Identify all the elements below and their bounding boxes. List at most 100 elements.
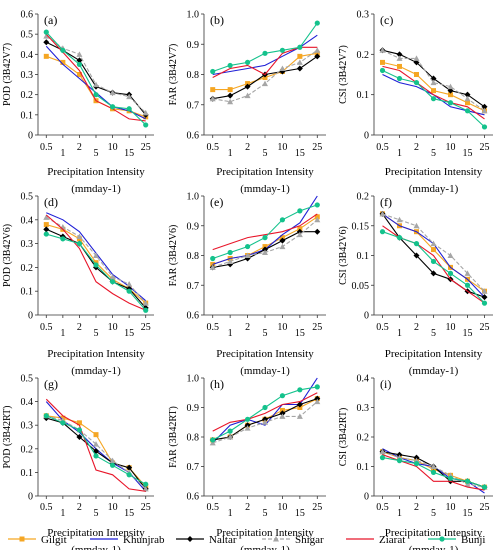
x-tick-label: 25 (312, 322, 322, 333)
x-tick-label: 10 (446, 502, 456, 513)
x-tick-label: 1 (60, 508, 65, 519)
y-tick-label: 0.7 (187, 281, 200, 292)
data-point (143, 122, 149, 128)
data-point (413, 252, 420, 259)
series-khunjrab (212, 377, 318, 444)
x-tick-label: 5 (431, 328, 436, 339)
data-point (464, 108, 471, 114)
legend-marker (273, 536, 279, 542)
series-ziarat (45, 214, 146, 311)
data-point (464, 95, 471, 102)
data-point (244, 252, 251, 258)
x-axis-label: Precipitation Intensity (216, 527, 314, 539)
data-point (109, 279, 116, 285)
series-bunji (379, 67, 488, 130)
panel-label: (f) (380, 195, 392, 209)
data-point (314, 228, 321, 235)
data-point (245, 81, 251, 87)
legend-entry-shigar: Shigar (262, 534, 324, 546)
data-point (76, 61, 83, 68)
series-shigar (209, 216, 321, 270)
data-point (447, 87, 454, 94)
y-tick-label: 0.6 (21, 10, 34, 21)
data-point (262, 80, 268, 87)
data-point (279, 413, 286, 419)
legend-entry-bunji: Bunji (428, 534, 485, 546)
series-bunji (43, 29, 149, 128)
y-tick-label: 0.3 (357, 403, 370, 414)
x-tick-label: 2 (77, 142, 82, 153)
x-tick-label: 15 (124, 328, 134, 339)
data-point (379, 47, 386, 53)
y-tick-label: 0 (364, 131, 369, 142)
y-tick-label: 0.5 (21, 192, 34, 203)
series-line (46, 41, 147, 116)
data-point (142, 485, 149, 492)
x-axis-unit: (mmday-1) (409, 183, 459, 195)
panel-a: 00.10.20.30.40.50.60.5125101525Precipita… (2, 10, 154, 195)
series-bunji (210, 20, 320, 75)
x-axis-unit: (mmday-1) (409, 544, 459, 550)
data-point (76, 434, 83, 440)
x-tick-label: 5 (263, 148, 268, 159)
data-point (43, 214, 50, 220)
panel-label: (i) (380, 377, 391, 391)
x-axis-label: Precipitation Intensity (216, 166, 314, 178)
x-tick-label: 0.5 (40, 502, 53, 513)
x-tick-label: 15 (295, 508, 305, 519)
data-point (296, 65, 303, 72)
data-point (227, 87, 233, 93)
data-point (413, 460, 420, 467)
y-tick-label: 0.2 (21, 90, 34, 101)
legend-marker (439, 536, 445, 542)
x-tick-label: 5 (431, 148, 436, 159)
y-tick-label: 0.1 (357, 90, 370, 101)
data-point (481, 288, 488, 294)
data-point (143, 481, 149, 487)
panel-label: (e) (210, 195, 223, 209)
y-tick-label: 0.3 (21, 421, 34, 432)
data-point (430, 469, 437, 475)
x-tick-label: 1 (60, 328, 65, 339)
panel-label: (c) (380, 13, 393, 27)
x-tick-label: 10 (446, 142, 456, 153)
data-point (447, 270, 454, 276)
data-point (279, 237, 286, 244)
y-tick-label: 0.5 (21, 374, 34, 385)
x-tick-label: 10 (108, 322, 118, 333)
data-point (262, 419, 268, 425)
x-tick-label: 25 (312, 502, 322, 513)
data-point (76, 427, 83, 433)
y-tick-label: 0.4 (21, 397, 34, 408)
data-point (379, 210, 386, 217)
x-tick-label: 10 (108, 142, 118, 153)
data-point (43, 29, 49, 35)
data-point (297, 53, 303, 59)
panel-label: (h) (210, 377, 224, 391)
x-tick-label: 25 (480, 322, 490, 333)
legend-label: Ziarat (379, 534, 405, 546)
y-tick-label: 0 (28, 492, 33, 503)
data-point (481, 103, 488, 110)
data-point (142, 109, 149, 116)
y-tick-label: 0.6 (187, 131, 200, 142)
data-point (297, 208, 303, 214)
data-point (447, 83, 454, 90)
x-axis-unit: (mmday-1) (240, 183, 290, 195)
x-tick-label: 15 (124, 148, 134, 159)
series-shigar (379, 210, 488, 294)
data-point (109, 462, 116, 468)
data-point (93, 252, 99, 258)
data-point (60, 420, 66, 426)
x-axis-label: Precipitation Intensity (216, 348, 314, 360)
data-point (481, 300, 488, 306)
y-tick-label: 0 (28, 311, 33, 322)
y-tick-label: 0.4 (21, 215, 34, 226)
data-point (447, 475, 454, 481)
x-tick-label: 5 (431, 508, 436, 519)
series-shigar (379, 47, 488, 114)
y-tick-label: 0.3 (21, 239, 34, 250)
x-tick-label: 0.5 (40, 142, 53, 153)
data-point (244, 425, 251, 431)
legend-label: Gilgit (41, 534, 67, 546)
